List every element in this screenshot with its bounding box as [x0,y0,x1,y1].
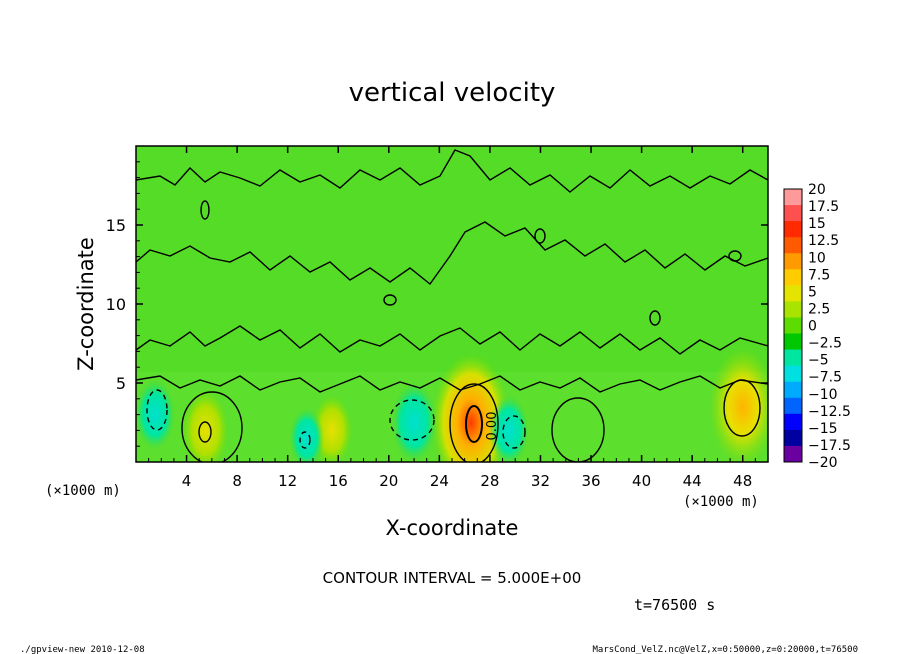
contour-updraft-left-inner [198,421,212,443]
colorbar-label-15: −17.5 [808,438,851,454]
contour-zero-upper [136,149,768,193]
time-text: t=76500 s [634,596,715,614]
x-tick-label-2: 12 [278,472,297,490]
colorbar-swatch-16 [784,445,802,463]
colorbar-swatch-3 [784,237,802,254]
colorbar-swatch-7 [784,301,802,318]
colorbar-label-14: −15 [808,421,838,437]
colorbar-label-11: −7.5 [808,370,842,386]
y-axis-label: Z-coordinate [74,237,98,371]
colorbar-frame [783,188,803,463]
contour-lines [136,149,768,462]
colorbar-label-16: −20 [808,455,838,471]
contour-core-b [449,383,499,462]
x-tick-label-1: 8 [232,472,242,490]
contour-interval-text: CONTOUR INTERVAL = 5.000E+00 [323,569,582,587]
colorbar-swatch-6 [784,285,802,302]
y-tick-label-2: 15 [106,216,126,235]
x-tick-label-7: 32 [531,472,550,490]
y-tick-label-0: 5 [116,374,126,393]
contour-core-a [465,405,483,443]
x-tick-label-10: 44 [683,472,702,490]
colorbar-label-12: −10 [808,387,838,403]
x-tick-label-6: 28 [480,472,499,490]
contour-small-5 [728,250,742,262]
footer-left: ./gpview-new 2010-12-08 [20,645,145,654]
contour-down-b [389,399,435,441]
colorbar-label-7: 2.5 [808,301,830,317]
plot-area: 0.00 [136,146,768,462]
contour-zero-bl [136,375,768,393]
colorbar-label-8: 0 [808,319,817,335]
colorbar-label-0: 20 [808,182,826,198]
colorbar-label-1: 17.5 [808,199,839,215]
contour-small-3 [649,310,661,326]
x-tick-label-4: 20 [379,472,398,490]
colorbar-swatch-12 [784,381,802,399]
y-axis: 5 10 15 [106,161,768,447]
contour-down-c [502,415,526,449]
colorbar-label-3: 12.5 [808,233,839,249]
x-axis-label: X-coordinate [386,516,519,540]
x-unit-right: (×1000 m) [683,494,759,510]
colorbar-swatch-2 [784,221,802,238]
colorbar-swatch-10 [784,349,802,367]
y-tick-label-1: 10 [106,295,126,314]
colorbar-swatch-14 [784,413,802,431]
x-axis: 4 8 12 16 20 24 28 32 36 40 44 48 [148,146,756,490]
velocity-blob-5 [391,382,437,462]
contour-small-2 [383,294,397,306]
contour-zero-mid [136,221,768,286]
chart-title: vertical velocity [349,78,556,108]
velocity-blob-1 [709,347,768,462]
colorbar-swatch-15 [784,429,802,447]
colorbar-swatch-11 [784,365,802,383]
contour-value-label: 0.00 [485,412,500,441]
x-unit-left: (×1000 m) [45,483,121,499]
colorbar-swatch-1 [784,205,802,222]
colorbar-label-9: −2.5 [808,336,842,352]
footer-right: MarsCond_VelZ.nc@VelZ,x=0:50000,z=0:2000… [592,645,858,654]
colorbar-label-13: −12.5 [808,404,851,420]
velocity-blob-4 [136,379,176,450]
colorbar-swatch-0 [784,189,802,206]
colorbar-label-2: 15 [808,216,826,232]
x-tick-label-0: 4 [182,472,192,490]
colorbar-swatch-13 [784,397,802,415]
colorbar-label-6: 5 [808,284,817,300]
contour-down-d [299,431,311,449]
colorbar-swatch-9 [784,333,802,351]
x-tick-label-8: 36 [581,472,600,490]
contour-updraft-left [181,391,243,462]
x-tick-label-3: 16 [329,472,348,490]
colorbar-swatch-8 [784,317,802,335]
contour-updraft-right [723,379,761,437]
velocity-blob-7 [289,407,324,462]
contour-zero-low [136,325,768,355]
x-tick-label-5: 24 [430,472,449,490]
contour-small-1 [200,200,210,220]
colorbar-swatch-4 [784,253,802,270]
velocity-blob-2 [182,390,229,462]
colorbar-label-4: 10 [808,250,826,266]
contour-down-a [146,389,168,431]
velocity-blob-6 [488,395,529,462]
x-tick-label-9: 40 [632,472,651,490]
colorbar-swatch-5 [784,269,802,286]
contour-small-4 [534,228,546,244]
x-tick-label-11: 48 [733,472,752,490]
contour-updraft-center [551,397,605,462]
colorbar-label-5: 7.5 [808,267,830,283]
colorbar-label-10: −5 [808,353,829,369]
